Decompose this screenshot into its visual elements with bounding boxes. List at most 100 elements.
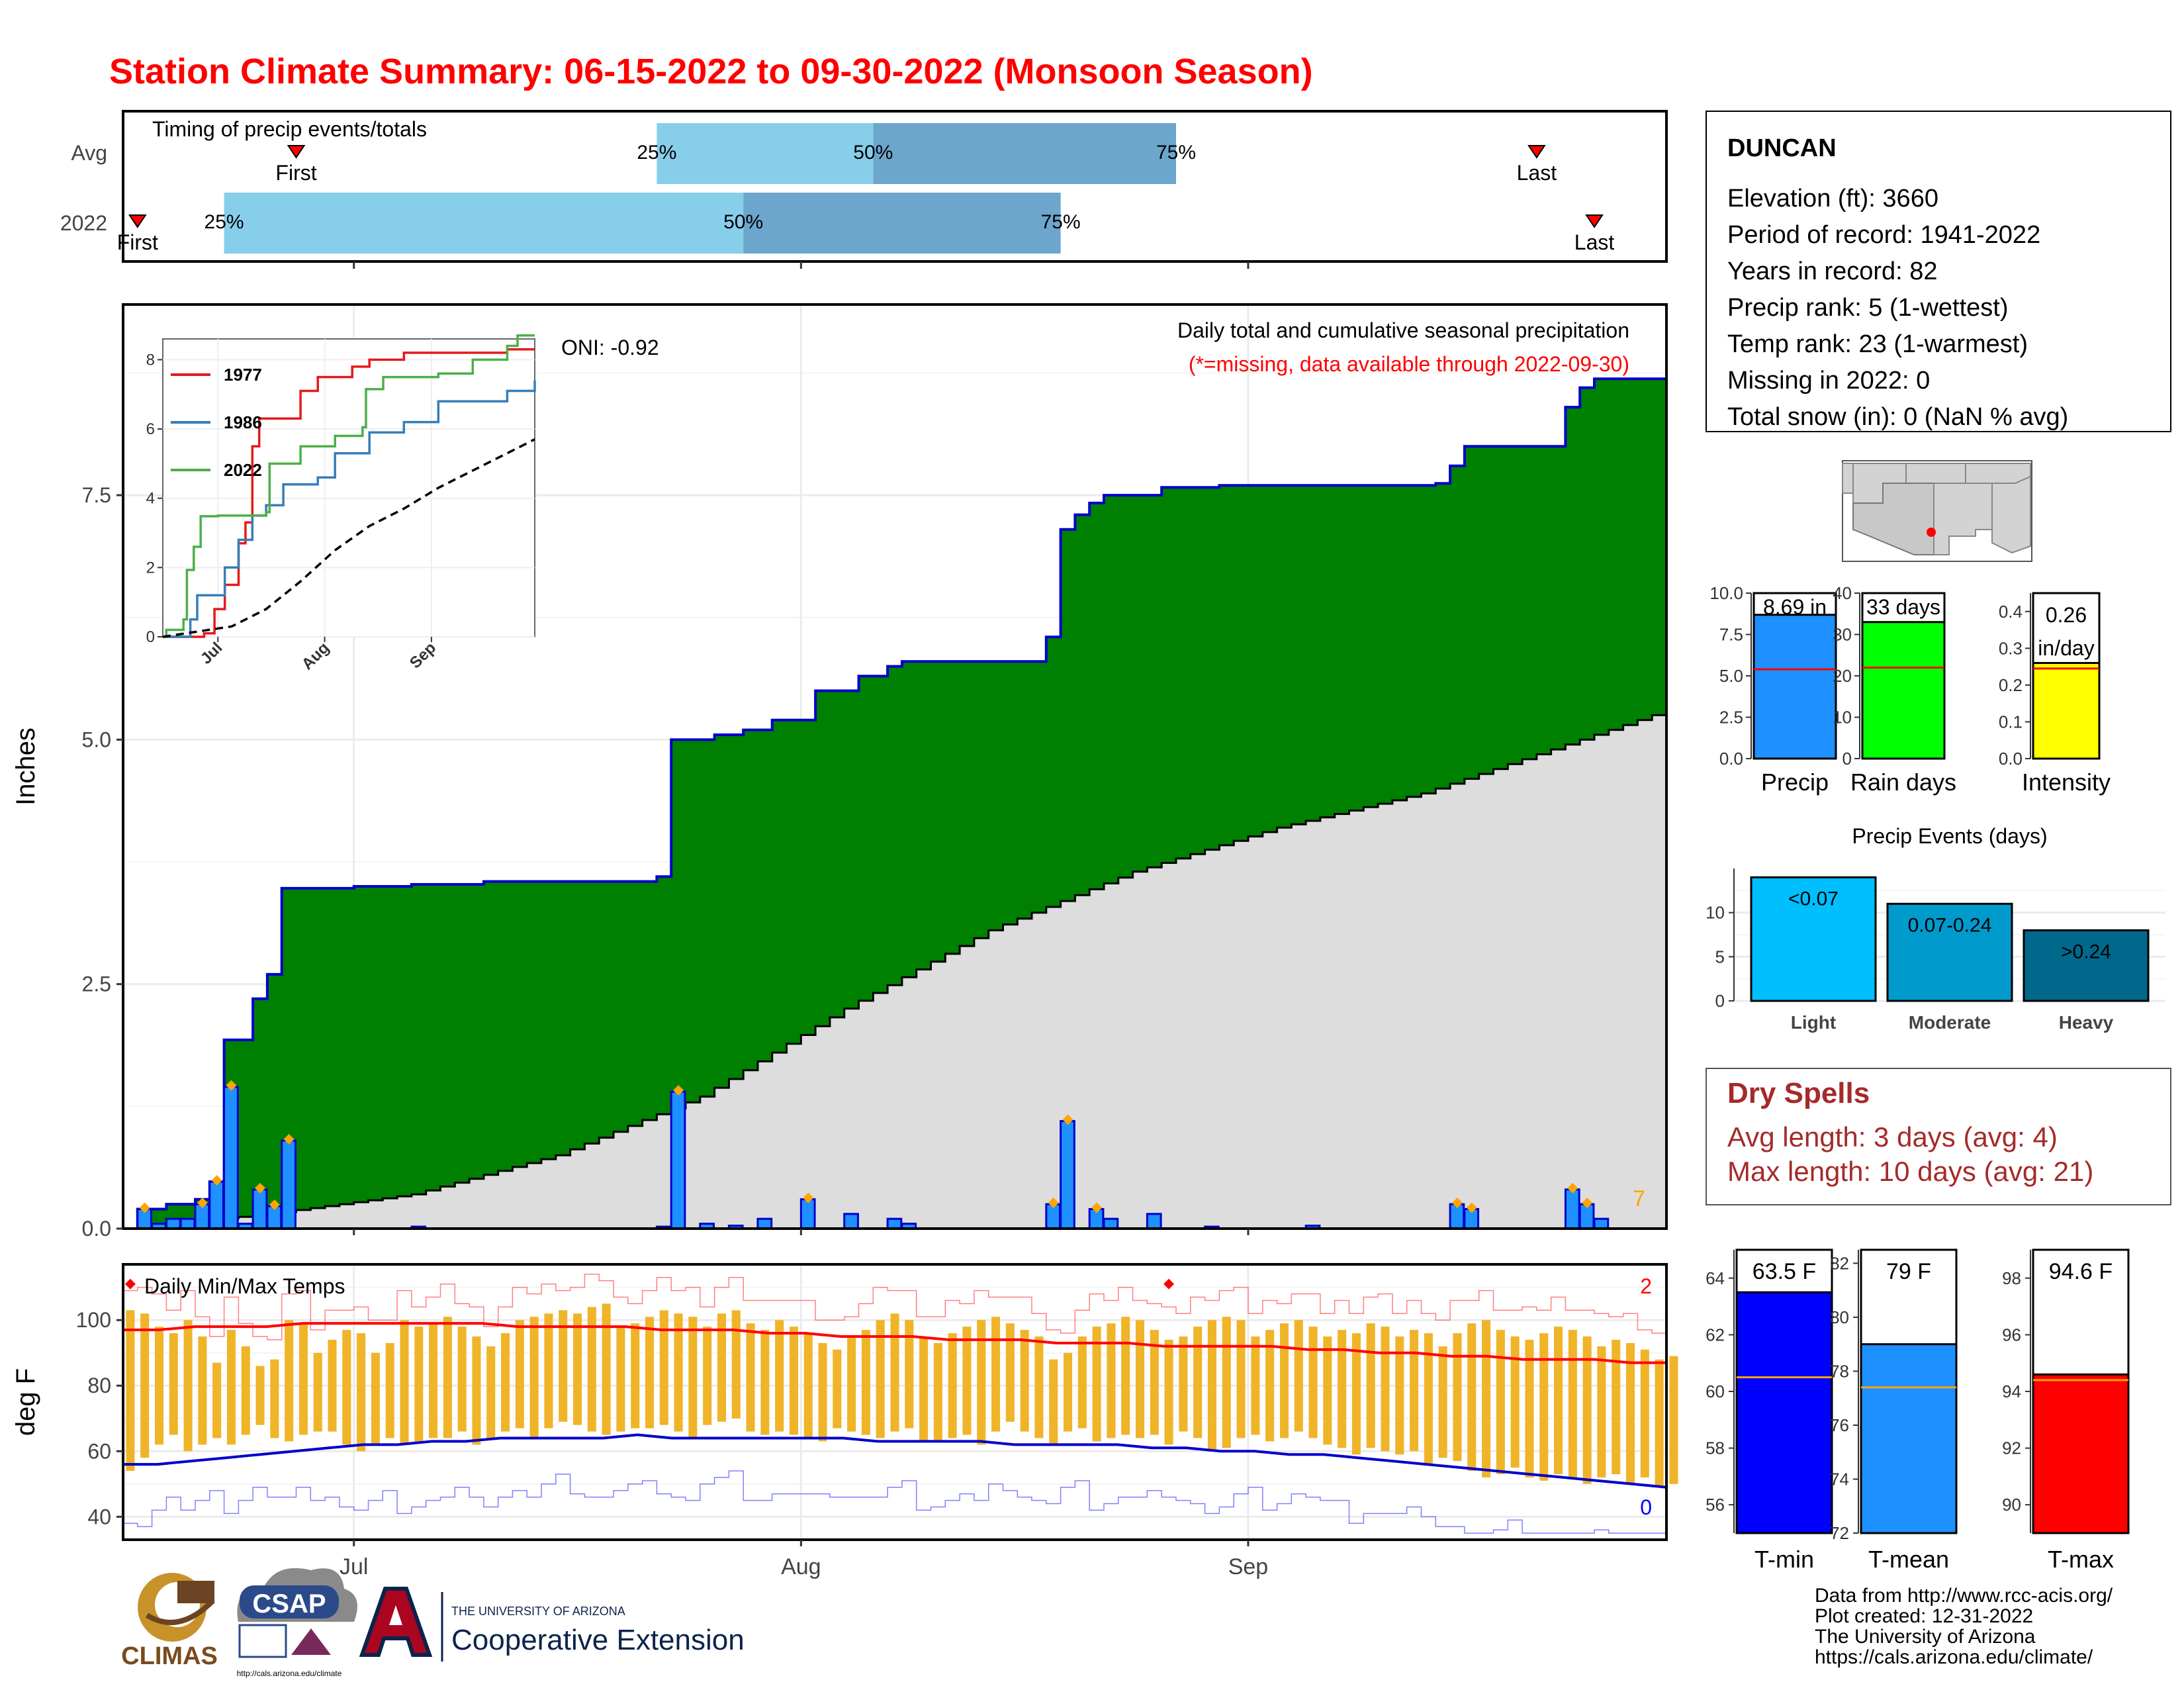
daily-temp-range-bar (948, 1333, 957, 1438)
temp-panel: Daily Min/Max Temps 2 0 deg F 40 60 80 100 J… (11, 1263, 1678, 1579)
daily-temp-range-bar (559, 1310, 568, 1422)
daily-precip-bar (165, 1217, 181, 1230)
events-bar-label: >0.24 (2061, 941, 2111, 962)
daily-temp-range-bar (1366, 1323, 1375, 1448)
daily-precip-marker (255, 1182, 266, 1194)
cumulative-average-area (123, 710, 1666, 1229)
timing-row-label-avg: Avg (71, 141, 107, 165)
timing-bar-25-50 (657, 123, 874, 184)
inset-series-1986 (163, 380, 536, 638)
daily-temp-range-bar (674, 1313, 683, 1432)
mini-category-label: Precip (1761, 769, 1829, 796)
station-line-snow: Total snow (in): 0 (NaN % avg) (1727, 403, 2068, 431)
daily-temp-range-bar (400, 1320, 409, 1445)
timing-bar-50-75 (873, 123, 1176, 184)
footer-line-university: The University of Arizona (1815, 1626, 2036, 1648)
daily-temp-range-bar (703, 1327, 712, 1425)
dry-spells-title: Dry Spells (1727, 1077, 1870, 1109)
daily-temp-range-bar (803, 1333, 813, 1438)
daily-precip-bar (1564, 1188, 1580, 1230)
daily-precip-marker (1048, 1197, 1059, 1209)
temp-summary-ytick-label: 72 (1830, 1523, 1849, 1543)
mini-value-label: in/day (2038, 636, 2094, 660)
daily-temp-range-bar (1438, 1346, 1447, 1458)
daily-temp-range-bar (1265, 1330, 1275, 1442)
temp-summary-ytick-label: 80 (1830, 1307, 1849, 1327)
temp-summary-value-label: 79 F (1886, 1259, 1931, 1284)
avg-min-temp-line (123, 1433, 1667, 1489)
inset-ytick-label: 6 (146, 420, 155, 438)
daily-precip-marker (139, 1202, 150, 1213)
daily-temp-range-bar (1669, 1356, 1678, 1484)
station-info: DUNCAN Elevation (ft): 3660 Period of re… (1706, 111, 2171, 432)
temp-summary-ytick-label: 62 (1706, 1325, 1725, 1344)
precip-ytick-label: 5.0 (82, 727, 111, 751)
timing-row-label-2022: 2022 (60, 211, 107, 235)
temp-summary-ytick-label: 98 (2002, 1268, 2021, 1288)
temp-max-count: 2 (1640, 1274, 1652, 1298)
timing-label-25: 25% (637, 142, 676, 164)
daily-temp-range-bar (616, 1327, 625, 1432)
station-line-years: Years in record: 82 (1727, 258, 1938, 285)
daily-temp-range-bar (1135, 1320, 1145, 1438)
daily-temp-range-bar (1121, 1317, 1130, 1435)
mini-ytick-label: 0.3 (1999, 638, 2023, 658)
temp-summary-ytick-label: 56 (1706, 1495, 1725, 1515)
daily-precip-marker (226, 1080, 237, 1091)
daily-temp-range-bar (1554, 1327, 1563, 1474)
mini-ytick-label: 0.0 (1999, 749, 2023, 769)
mini-ytick-label: 30 (1833, 625, 1852, 645)
daily-temp-range-bar (1525, 1339, 1534, 1477)
timing-label-50: 50% (723, 211, 763, 233)
events-title: Precip Events (days) (1852, 824, 2047, 848)
daily-temp-range-bar (457, 1327, 467, 1432)
temp-ytick-label: 100 (76, 1308, 111, 1332)
daily-temp-range-bar (1193, 1327, 1203, 1438)
precip-ytick-label: 0.0 (82, 1217, 111, 1241)
daily-temp-range-bar (659, 1310, 668, 1425)
daily-temp-range-bar (890, 1313, 899, 1432)
daily-temp-range-bar (169, 1333, 178, 1435)
daily-temp-range-bar (1612, 1339, 1621, 1474)
temp-ytick-label: 60 (87, 1439, 111, 1463)
temp-record-min-line (123, 1470, 1666, 1534)
mini-ytick-label: 7.5 (1719, 625, 1743, 645)
daily-precip-marker (211, 1175, 222, 1186)
events-bar-moderate (1886, 902, 2013, 1002)
footer-line-created: Plot created: 12-31-2022 (1815, 1605, 2033, 1627)
temp-summary-ytick-label: 78 (1830, 1361, 1849, 1381)
timing-marker-last (1585, 214, 1604, 228)
daily-temp-range-bar (1049, 1359, 1058, 1445)
daily-temp-range-bar (443, 1317, 452, 1438)
daily-precip-bar (1593, 1217, 1610, 1230)
daily-temp-range-bar (313, 1352, 322, 1432)
daily-temp-range-bar (1150, 1330, 1159, 1435)
temp-summary-category-label: T-min (1754, 1546, 1814, 1573)
dry-spells-box: Dry Spells Avg length: 3 days (avg: 4) M… (1706, 1068, 2171, 1205)
daily-temp-range-bar (1510, 1336, 1520, 1468)
timing-marker-first (128, 214, 147, 228)
daily-temp-range-bar (1597, 1346, 1606, 1477)
events-category-label: Light (1791, 1012, 1836, 1033)
daily-temp-range-bar (602, 1303, 611, 1435)
temp-summary-value-label: 94.6 F (2049, 1259, 2113, 1284)
inset-ytick-label: 8 (146, 351, 155, 369)
ua-cooperative-extension-logo: THE UNIVERSITY OF ARIZONA Cooperative Ex… (359, 1587, 745, 1662)
daily-temp-range-bar (126, 1310, 135, 1471)
daily-temp-range-bar (501, 1333, 510, 1432)
daily-precip-bar (1060, 1120, 1075, 1230)
daily-temp-range-bar (1482, 1320, 1491, 1477)
daily-precip-marker (1466, 1202, 1477, 1213)
temp-summary-bar-t-min (1735, 1291, 1833, 1534)
timing-label-75: 75% (1156, 142, 1196, 164)
climas-wordmark: CLIMAS (121, 1642, 218, 1670)
inset-ytick-label: 0 (146, 628, 155, 646)
daily-temp-range-bar (1625, 1342, 1635, 1484)
ua-large-text: Cooperative Extension (451, 1624, 745, 1656)
events-ytick-label: 0 (1715, 991, 1725, 1011)
daily-precip-marker (1567, 1182, 1578, 1194)
csap-url: http://cals.arizona.edu/climate (237, 1669, 342, 1678)
daily-temp-range-bar (1179, 1336, 1188, 1432)
record-max-marker (124, 1278, 136, 1289)
